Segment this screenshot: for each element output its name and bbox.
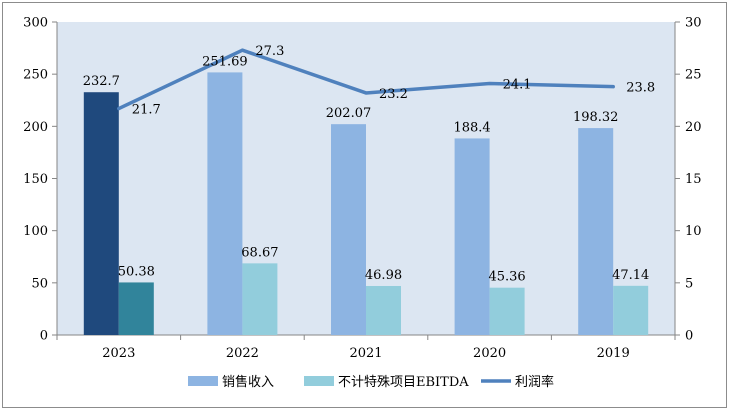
profit-margin-point <box>364 91 368 95</box>
y-left-tick-label: 250 <box>23 68 48 83</box>
bar-sales-revenue <box>207 72 243 335</box>
y-left-tick-label: 0 <box>40 329 48 344</box>
bar-ebitda <box>242 263 278 335</box>
y-right-tick-label: 30 <box>685 16 702 31</box>
y-right-tick-label: 5 <box>685 276 693 291</box>
bar-ebitda <box>489 287 525 335</box>
profit-margin-point <box>488 82 492 86</box>
label-sales-revenue: 251.69 <box>202 54 248 69</box>
profit-margin-point <box>117 107 121 111</box>
bar-ebitda <box>118 282 154 335</box>
label-ebitda: 50.38 <box>118 264 155 279</box>
y-left-tick-label: 150 <box>23 172 48 187</box>
legend-label: 销售收入 <box>222 374 274 390</box>
legend-label: 利润率 <box>515 374 554 390</box>
bar-ebitda <box>366 285 401 335</box>
y-left-tick-label: 200 <box>23 120 48 135</box>
legend-swatch <box>188 376 218 386</box>
label-profit-margin: 24.1 <box>503 78 532 93</box>
legend-label: 不计特殊项目EBITDA <box>338 375 469 390</box>
y-right-tick-label: 15 <box>685 172 702 187</box>
x-tick-label: 2022 <box>226 346 259 361</box>
label-ebitda: 46.98 <box>365 268 402 283</box>
bar-sales-revenue <box>331 124 366 335</box>
bars <box>83 72 649 335</box>
x-tick-label: 2020 <box>473 346 506 361</box>
label-sales-revenue: 202.07 <box>326 106 372 121</box>
bar-sales-revenue <box>454 138 490 335</box>
label-sales-revenue: 198.32 <box>573 110 619 125</box>
y-right-tick-label: 25 <box>685 68 702 83</box>
y-right-tick-label: 10 <box>685 224 702 239</box>
y-left-tick-label: 50 <box>31 276 48 291</box>
x-tick-label: 2021 <box>349 346 382 361</box>
label-profit-margin: 27.3 <box>255 44 284 59</box>
label-ebitda: 68.67 <box>241 245 278 260</box>
x-tick-label: 2023 <box>102 346 135 361</box>
label-sales-revenue: 232.7 <box>83 74 120 89</box>
y-right-tick-label: 20 <box>685 120 702 135</box>
profit-margin-point <box>240 48 244 52</box>
label-sales-revenue: 188.4 <box>453 120 490 135</box>
legend-swatch <box>304 376 334 386</box>
legend: 销售收入 不计特殊项目EBITDA 利润率 <box>188 374 554 390</box>
label-profit-margin: 21.7 <box>132 103 161 118</box>
x-tick-label: 2019 <box>597 346 630 361</box>
profit-margin-point <box>611 85 615 89</box>
y-right-tick-label: 0 <box>685 329 693 344</box>
y-left-tick-label: 100 <box>23 224 48 239</box>
label-ebitda: 45.36 <box>488 270 525 285</box>
data-labels: 232.7 251.69 202.07 188.4 198.32 50.38 68.67 46… <box>83 44 655 285</box>
bar-ebitda <box>613 285 649 335</box>
axes: 0 50 100 150 200 250 300 0 5 10 15 20 25 30 2023 2022 20… <box>23 16 701 362</box>
bar-sales-revenue <box>83 92 119 335</box>
label-profit-margin: 23.8 <box>626 81 655 96</box>
label-ebitda: 47.14 <box>612 268 649 283</box>
profit-line <box>117 48 615 111</box>
y-left-tick-label: 300 <box>23 16 48 31</box>
label-profit-margin: 23.2 <box>379 87 408 102</box>
bar-sales-revenue <box>578 128 614 335</box>
